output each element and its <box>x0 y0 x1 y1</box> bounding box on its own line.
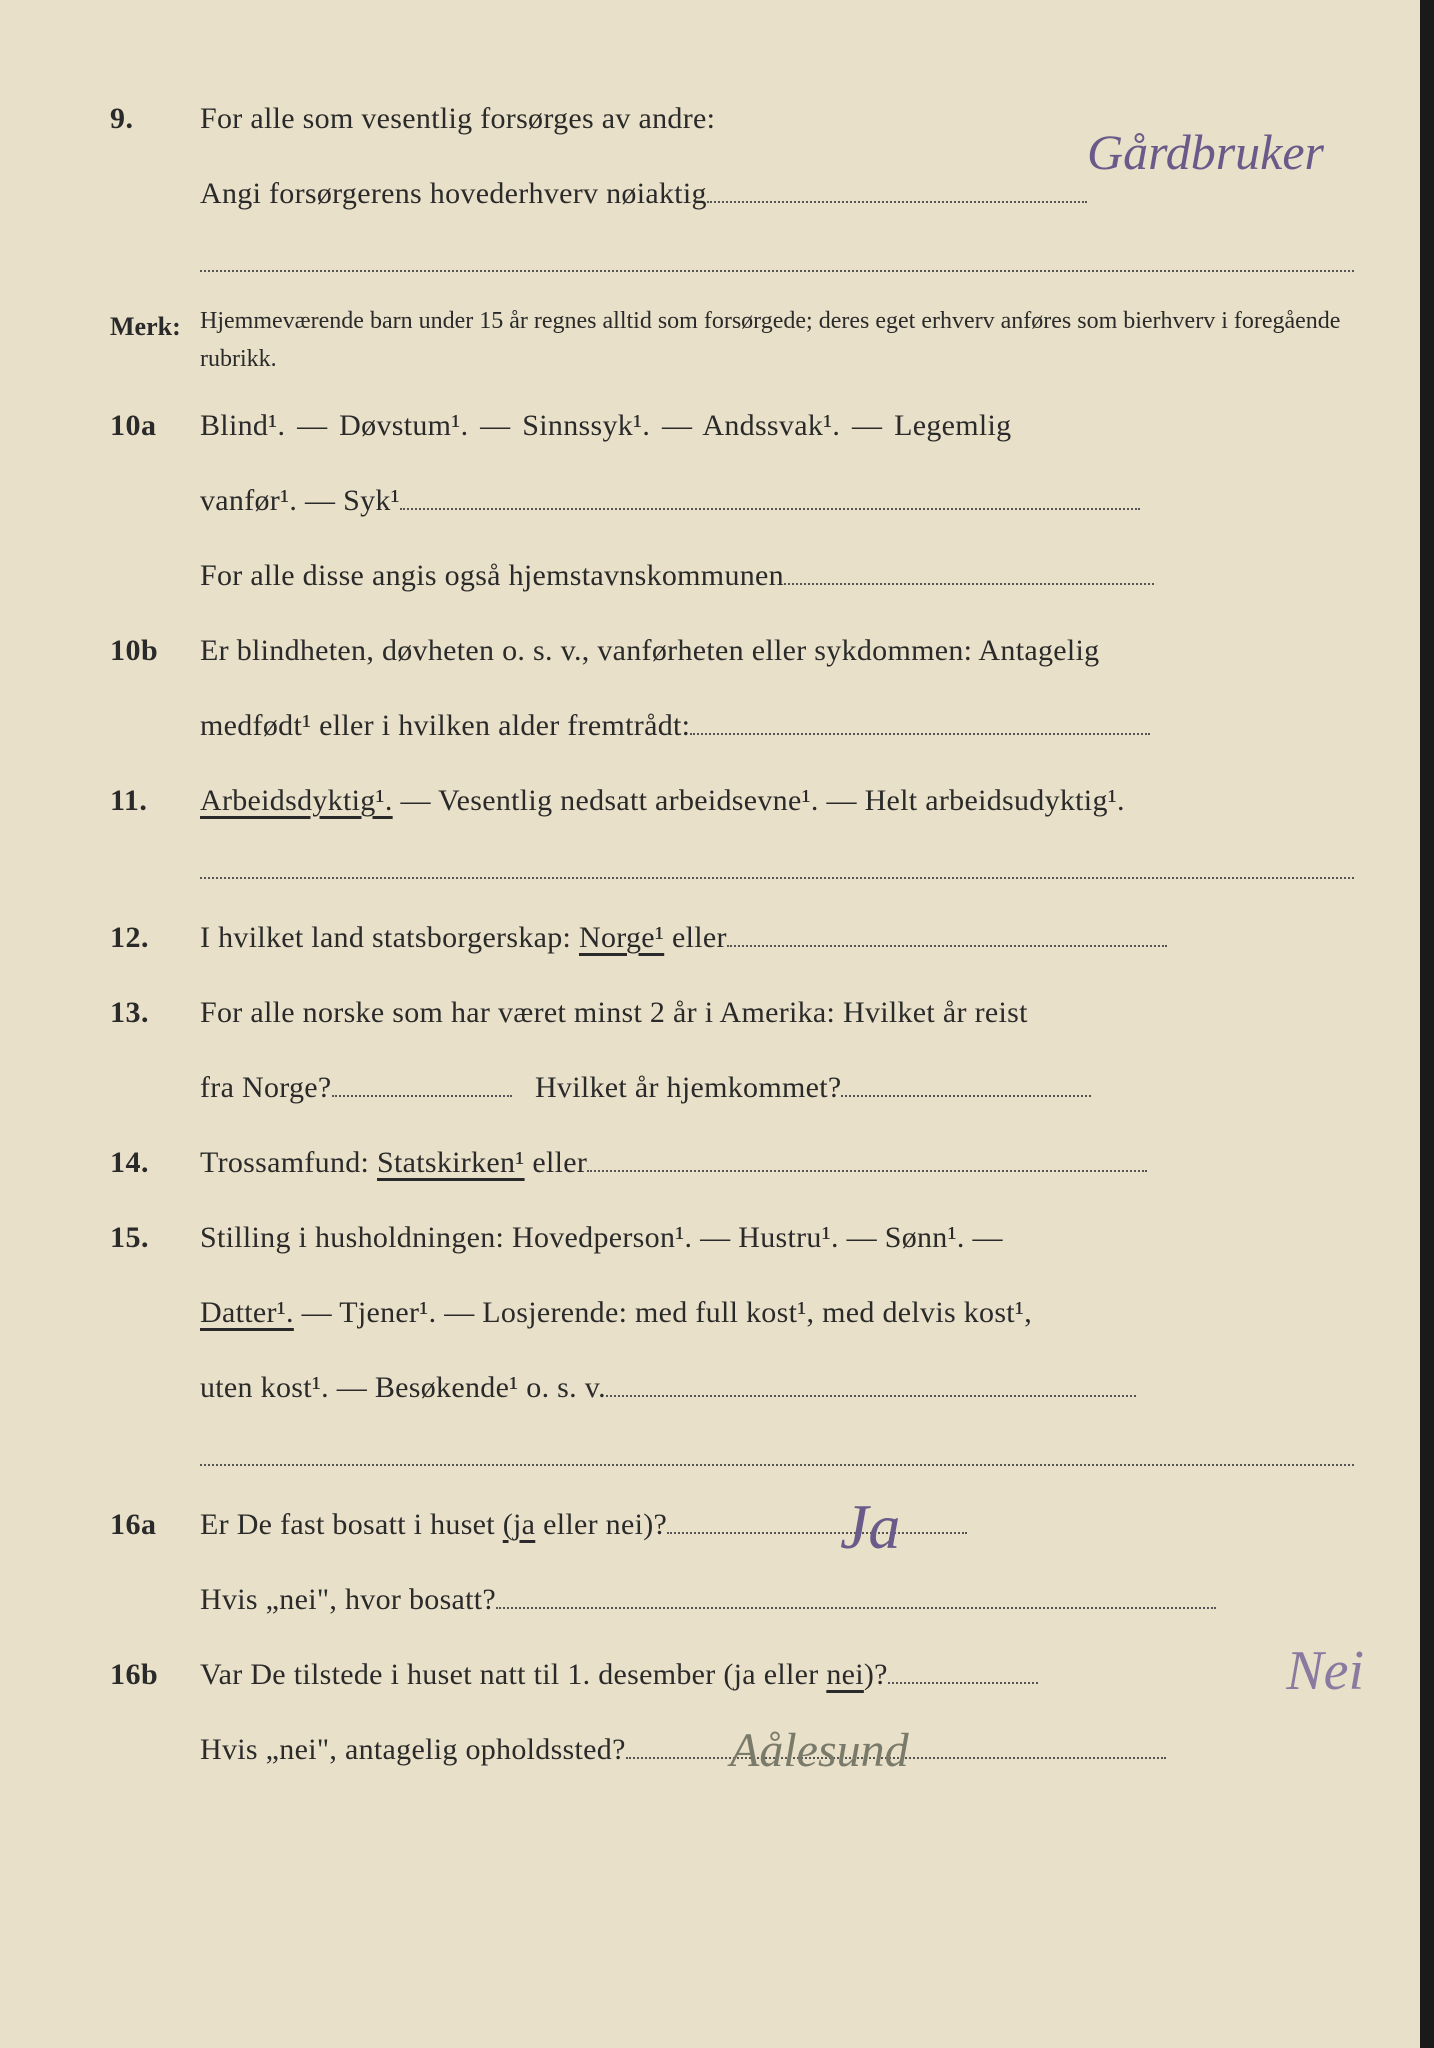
q13-row1: 13. For alle norske som har været minst … <box>110 984 1354 1041</box>
q9-blank-line <box>200 240 1354 272</box>
q10b-text2: medfødt¹ eller i hvilken alder fremtrådt… <box>200 709 690 742</box>
q10a-row1: 10a Blind¹. — Døvstum¹. — Sinnssyk¹. — A… <box>110 397 1354 454</box>
census-form-page: 9. For alle som vesentlig forsørges av a… <box>0 0 1434 2048</box>
q16a-ja: (ja <box>503 1508 536 1541</box>
q13-text2b: Hvilket år hjemkommet? <box>535 1071 842 1104</box>
q10a-row2: For alle disse angis også hjemstavnskomm… <box>110 547 1354 604</box>
q16a-text2: Hvis „nei", hvor bosatt? <box>200 1583 496 1616</box>
q10b-row1: 10b Er blindheten, døvheten o. s. v., va… <box>110 622 1354 679</box>
q15-text2b: — Tjener¹. — Losjerende: med full kost¹,… <box>294 1296 1032 1329</box>
q16b-text1b: )? <box>864 1658 888 1691</box>
q16a-row1: 16a Er De fast bosatt i huset (ja eller … <box>110 1496 1354 1553</box>
q14-row: 14. Trossamfund: Statskirken¹ eller <box>110 1134 1354 1191</box>
q15-number: 15. <box>110 1209 200 1266</box>
q10a-row1b: vanfør¹. — Syk¹ <box>110 472 1354 529</box>
q11-number: 11. <box>110 772 200 829</box>
q16a-row2: Hvis „nei", hvor bosatt? <box>110 1571 1354 1628</box>
q16b-number: 16b <box>110 1646 200 1703</box>
q16a-number: 16a <box>110 1496 200 1553</box>
q9-row2: Angi forsørgerens hovederhverv nøiaktig … <box>110 165 1354 222</box>
q13-text1: For alle norske som har været minst 2 år… <box>200 984 1354 1041</box>
q12-row: 12. I hvilket land statsborgerskap: Norg… <box>110 909 1354 966</box>
page-binding-edge <box>1420 0 1434 2048</box>
q12-text-a: I hvilket land statsborgerskap: <box>200 921 579 954</box>
q15-text3: uten kost¹. — Besøkende¹ o. s. v. <box>200 1371 606 1404</box>
q11-rest: — Vesentlig nedsatt arbeidsevne¹. — Helt… <box>393 784 1125 817</box>
q14-statskirken: Statskirken¹ <box>377 1146 525 1179</box>
q15-row1: 15. Stilling i husholdningen: Hovedperso… <box>110 1209 1354 1266</box>
q13-row2: fra Norge? Hvilket år hjemkommet? <box>110 1059 1354 1116</box>
q16b-nei: nei <box>826 1658 864 1691</box>
q16b-text1a: Var De tilstede i huset natt til 1. dese… <box>200 1658 826 1691</box>
q10a-text2: For alle disse angis også hjemstavnskomm… <box>200 559 784 592</box>
q13-number: 13. <box>110 984 200 1041</box>
q15-row3: uten kost¹. — Besøkende¹ o. s. v. <box>110 1359 1354 1416</box>
q16a-answer-handwritten: Ja <box>840 1466 900 1588</box>
q11-arbeidsdyktig: Arbeidsdyktig¹. <box>200 784 393 817</box>
q12-text-b: eller <box>664 921 727 954</box>
q16b-text2: Hvis „nei", antagelig opholdssted? <box>200 1733 626 1766</box>
q12-norge: Norge¹ <box>579 921 664 954</box>
q9-answer-handwritten: Gårdbruker <box>1087 105 1324 200</box>
q15-text1: Stilling i husholdningen: Hovedperson¹. … <box>200 1209 1354 1266</box>
q11-blank-line <box>200 847 1354 879</box>
q10a-number: 10a <box>110 397 200 454</box>
q10b-number: 10b <box>110 622 200 679</box>
merk-row: Merk: Hjemmeværende barn under 15 år reg… <box>110 302 1354 379</box>
q15-row2: Datter¹. — Tjener¹. — Losjerende: med fu… <box>110 1284 1354 1341</box>
q9-number: 9. <box>110 90 200 147</box>
q10b-text1: Er blindheten, døvheten o. s. v., vanfør… <box>200 622 1354 679</box>
q10a-options: Blind¹. — Døvstum¹. — Sinnssyk¹. — Andss… <box>200 397 1354 454</box>
q12-number: 12. <box>110 909 200 966</box>
q16b-row1: 16b Var De tilstede i huset natt til 1. … <box>110 1646 1354 1703</box>
q11-row: 11. Arbeidsdyktig¹. — Vesentlig nedsatt … <box>110 772 1354 829</box>
q15-blank-line <box>200 1434 1354 1466</box>
q16b-answer1-handwritten: Nei <box>1286 1618 1364 1724</box>
merk-label: Merk: <box>110 302 200 379</box>
q15-datter: Datter¹. <box>200 1296 294 1329</box>
q10a-options2: vanfør¹. — Syk¹ <box>200 484 400 517</box>
q16a-text1a: Er De fast bosatt i huset <box>200 1508 503 1541</box>
q14-number: 14. <box>110 1134 200 1191</box>
q16a-text1b: eller nei)? <box>535 1508 667 1541</box>
merk-text: Hjemmeværende barn under 15 år regnes al… <box>200 302 1354 379</box>
q9-text2: Angi forsørgerens hovederhverv nøiaktig <box>200 177 707 210</box>
q14-text-b: eller <box>525 1146 588 1179</box>
q13-text2a: fra Norge? <box>200 1071 332 1104</box>
q14-text-a: Trossamfund: <box>200 1146 377 1179</box>
q16b-row2: Hvis „nei", antagelig opholdssted? Aåles… <box>110 1721 1354 1778</box>
q10b-row2: medfødt¹ eller i hvilken alder fremtrådt… <box>110 697 1354 754</box>
q16b-answer2-handwritten: Aålesund <box>730 1705 909 1796</box>
